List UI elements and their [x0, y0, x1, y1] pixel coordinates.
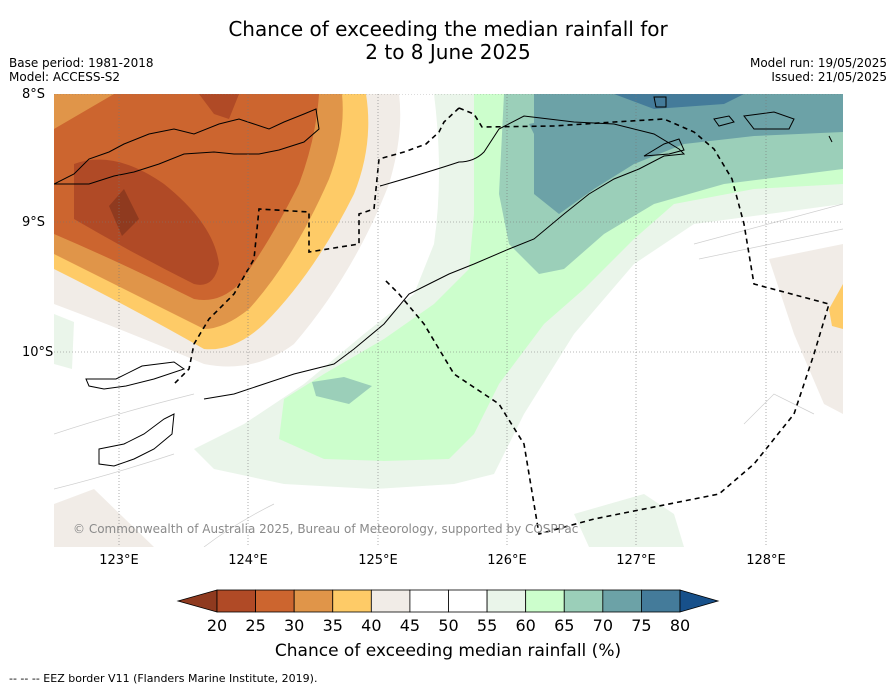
zone-below-20 [109, 189, 139, 236]
timor-north-coast [203, 115, 686, 400]
colorbar-tick-label: 80 [669, 616, 691, 635]
lon-label-123e: 123°E [99, 553, 139, 568]
colorbar-segment [255, 589, 295, 613]
zone-65-70-patch [312, 377, 372, 404]
lon-label-126e: 126°E [487, 553, 527, 568]
alor-island [85, 361, 186, 390]
zone-75-80 [614, 94, 744, 109]
eez-footnote: -- -- -- EEZ border V11 (Flanders Marine… [9, 672, 318, 685]
zone-35-40-east [829, 284, 843, 329]
colorbar-underflow-arrow [176, 589, 218, 613]
zone-40-45-sw [54, 489, 154, 547]
colorbar-tick-label: 20 [206, 616, 228, 635]
flores-coast [54, 108, 320, 185]
lat-label-9s: 9°S [22, 215, 46, 230]
wetar-coast [643, 138, 685, 157]
lat-label-8s: 8°S [22, 87, 46, 102]
colorbar-tick-label: 25 [245, 616, 266, 635]
colorbar-tick-label: 45 [399, 616, 421, 635]
sumba-rote [98, 413, 175, 467]
colorbar-tick-label: 35 [322, 616, 343, 635]
chart-title: Chance of exceeding the median rainfall … [0, 18, 896, 64]
colorbar [176, 589, 720, 613]
colorbar-tick-label: 60 [515, 616, 536, 635]
zone-20-25 [74, 159, 219, 285]
zone-40-45-east [769, 244, 843, 414]
colorbar-tick-label: 75 [631, 616, 652, 635]
colorbar-segment [525, 589, 565, 613]
colorbar-segment [448, 589, 488, 613]
colorbar-segment [641, 589, 681, 613]
colorbar-tick-label: 55 [476, 616, 498, 635]
colorbar-segment [293, 589, 334, 613]
colorbar-overflow-arrow [679, 589, 720, 613]
lon-label-127e: 127°E [616, 553, 656, 568]
model-run-text: Model run: 19/05/2025 [749, 56, 887, 70]
lon-label-128e: 128°E [746, 553, 786, 568]
issued-text: Issued: 21/05/2025 [771, 70, 887, 84]
zone-20-25-top [199, 94, 239, 119]
zone-55-60-south [574, 494, 684, 547]
colorbar-segment [370, 589, 411, 613]
zone-70-75-left [529, 114, 579, 154]
colorbar-tick-label: 30 [283, 616, 305, 635]
lat-label-10s: 10°S [22, 345, 54, 360]
colorbar-segment [216, 589, 256, 613]
colorbar-segment [563, 589, 604, 613]
eez-border [173, 107, 831, 536]
colorbar-segment [332, 589, 372, 613]
colorbar-tick-label: 40 [361, 616, 382, 635]
small-isles [653, 96, 833, 143]
lon-label-124e: 124°E [228, 553, 268, 568]
colorbar-tick-label: 65 [554, 616, 575, 635]
title-line-1: Chance of exceeding the median rainfall … [228, 17, 668, 41]
colorbar-segment [409, 589, 449, 613]
run-info: Model run: 19/05/2025 Issued: 21/05/2025 [750, 56, 887, 84]
base-period-text: Base period: 1981-2018 [9, 56, 154, 70]
colorbar-segment [486, 589, 527, 613]
rainfall-probability-map: © Commonwealth of Australia 2025, Bureau… [54, 94, 843, 547]
colorbar-tick-label: 70 [592, 616, 614, 635]
graticule [54, 94, 843, 547]
coastlines [54, 96, 833, 467]
colorbar-tick-label: 50 [438, 616, 459, 635]
model-name-text: Model: ACCESS-S2 [9, 70, 121, 84]
contour-lines [54, 203, 843, 547]
lon-label-125e: 125°E [358, 553, 398, 568]
colorbar-label: Chance of exceeding median rainfall (%) [274, 641, 622, 661]
colorbar-segment [602, 589, 642, 613]
zone-55-60-west [54, 314, 74, 369]
title-line-2: 2 to 8 June 2025 [365, 40, 531, 64]
model-info: Base period: 1981-2018 Model: ACCESS-S2 [9, 56, 154, 84]
copyright-text: © Commonwealth of Australia 2025, Bureau… [73, 522, 578, 536]
